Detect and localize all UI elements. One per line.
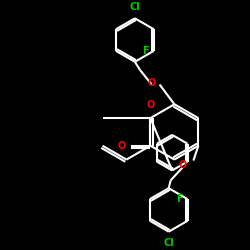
Text: O: O [146, 100, 154, 110]
Text: Cl: Cl [130, 2, 140, 12]
Text: Cl: Cl [163, 238, 174, 248]
Text: O: O [178, 160, 186, 170]
Text: O: O [118, 141, 126, 151]
Text: F: F [142, 46, 149, 56]
Text: O: O [147, 78, 156, 88]
Text: F: F [176, 194, 182, 204]
